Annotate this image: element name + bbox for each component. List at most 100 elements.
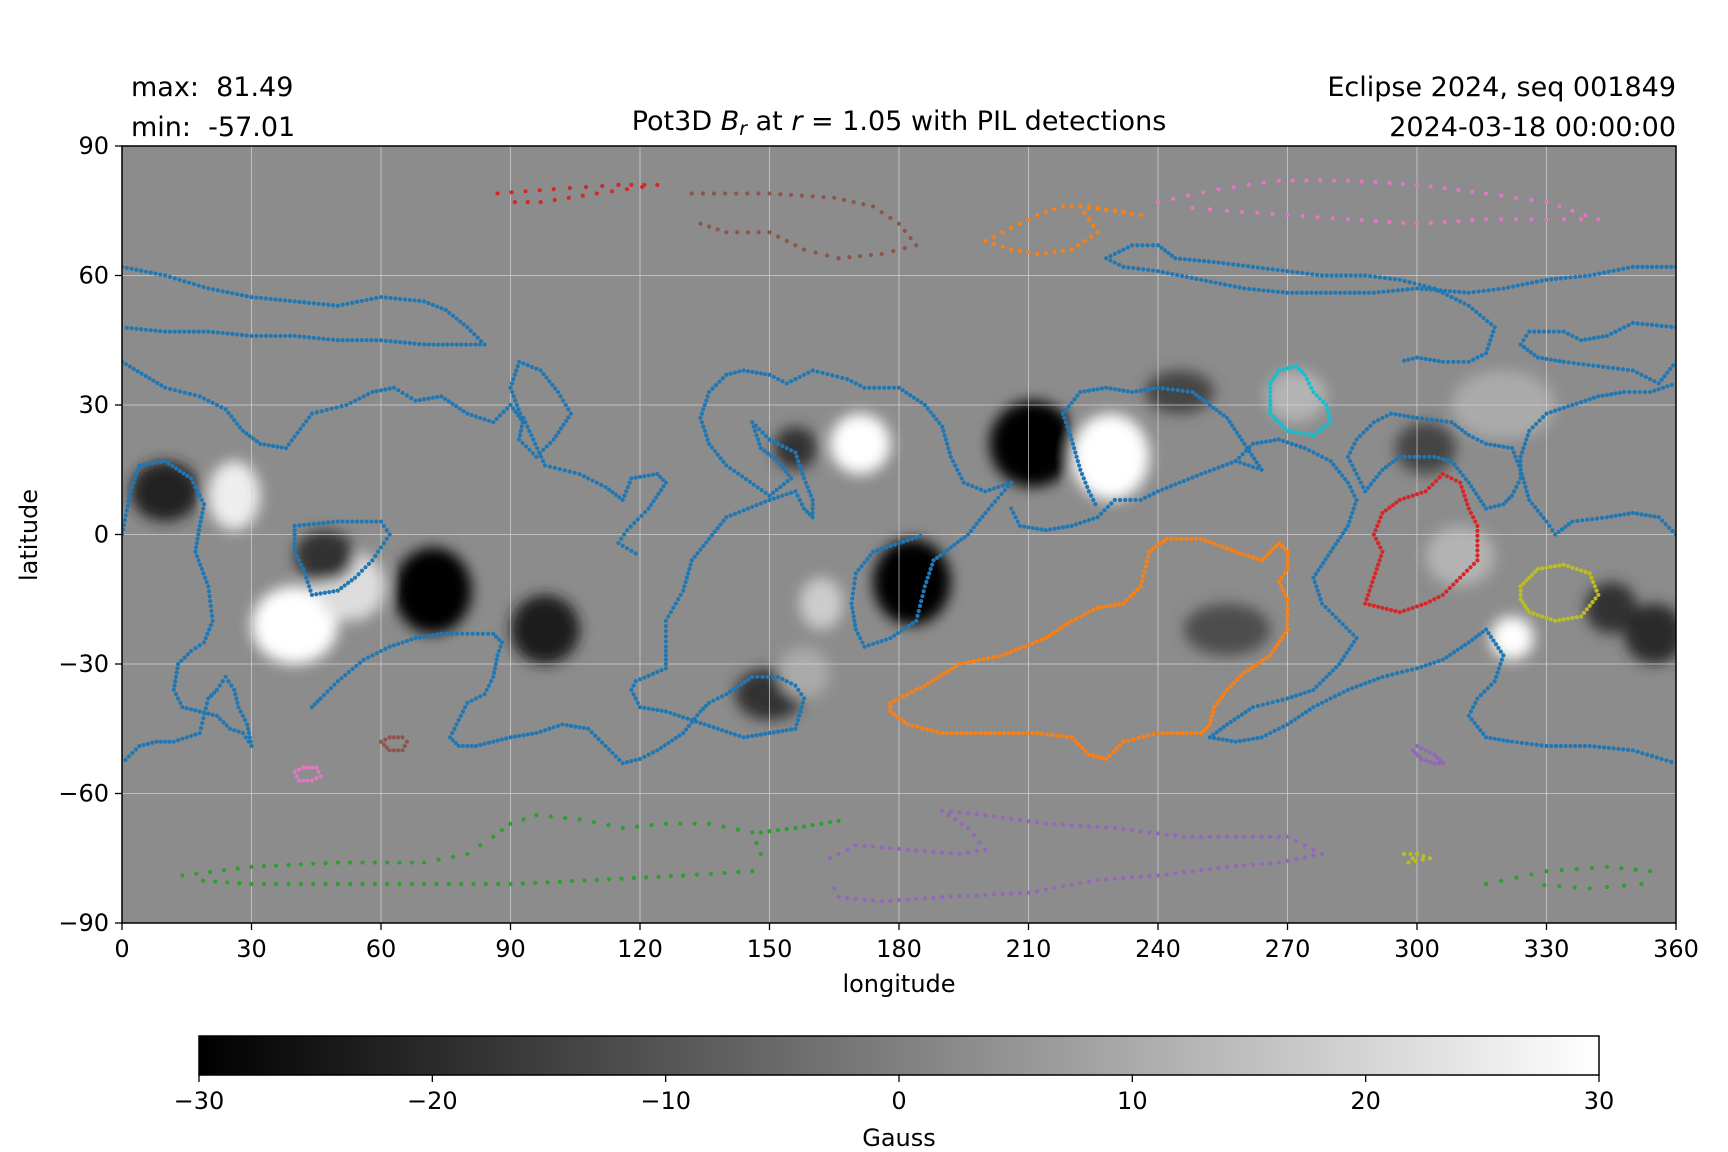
pil-point [1268,402,1273,408]
pil-point [946,812,951,818]
pil-point [134,326,139,331]
pil-point [1265,701,1270,706]
pil-point [258,333,264,339]
pil-point [274,863,279,868]
pil-point [987,487,992,492]
pil-point [398,340,403,345]
pil-point [1447,289,1453,294]
pil-point [1180,388,1185,393]
pil-point [1271,414,1276,419]
pil-point [261,864,266,869]
pil-point [151,378,156,383]
pil-point [1295,270,1300,275]
pil-point [1577,274,1583,279]
field-blob-5 [393,547,472,634]
pil-point [1212,736,1217,741]
field-blob-2 [251,586,338,665]
pil-point [1422,454,1427,459]
pil-point [426,301,431,306]
pil-point [1410,605,1415,610]
pil-point [970,484,975,489]
pil-point [974,521,979,526]
pil-point [475,335,480,340]
pil-point [465,743,470,749]
pil-point [515,364,520,369]
pil-point [553,386,558,391]
pil-point [248,739,253,744]
pil-point [1544,519,1549,524]
pil-point [610,750,615,756]
pil-point [856,567,861,572]
pil-point [1285,269,1290,274]
pil-point [1082,612,1087,617]
pil-point [965,532,971,537]
pil-point [1491,638,1496,643]
pil-contour-6 [1207,437,1674,764]
pil-point [891,248,896,254]
pil-point [1328,420,1333,425]
pil-point [617,495,622,500]
pil-point [215,288,221,293]
pil-point [722,870,727,876]
pil-point [799,705,804,710]
field-blob-18 [1490,616,1534,660]
pil-point [677,733,682,738]
pil-point [208,599,213,604]
pil-point [624,187,630,192]
pil-point [1514,484,1519,490]
pil-point [1410,415,1415,420]
pil-point [376,549,381,554]
pil-point [916,608,921,614]
pil-point [286,862,291,868]
pil-point [1501,653,1506,658]
pil-point [555,389,561,395]
pil-point [486,683,492,688]
pil-point [1574,615,1579,620]
pil-point [1389,411,1394,416]
pil-point [1285,366,1290,371]
pil-point [516,407,521,412]
pil-point [686,571,691,576]
pil-point [1428,220,1433,225]
pil-point [1440,290,1445,295]
pil-point [1253,663,1258,668]
pil-contour-20 [1401,851,1433,865]
pil-point [163,273,168,278]
pil-point [1581,610,1587,616]
pil-point [633,679,638,684]
pil-point [845,895,850,901]
pil-point [1302,431,1307,436]
pil-point [387,386,392,391]
pil-point [1177,256,1183,261]
pil-point [1309,385,1314,390]
pil-point [235,700,240,705]
pil-point [619,876,624,881]
pil-point [659,668,664,673]
pil-point [431,342,436,347]
pil-point [895,631,900,636]
pil-point [1496,645,1501,651]
pil-point [206,696,211,701]
pil-point [1224,834,1230,839]
pil-point [353,398,358,403]
pil-point [304,419,309,424]
pil-point [1351,632,1356,637]
pil-point [499,640,504,645]
pil-point [1009,891,1014,896]
pil-point [1442,186,1447,191]
pil-point [862,385,867,390]
pil-point [628,524,633,529]
pil-point [235,866,240,871]
pil-point [1285,627,1290,632]
pil-point [1133,497,1138,503]
pil-point [925,575,930,580]
pil-point [745,506,751,511]
pil-point [666,614,671,619]
pil-point [1518,459,1523,464]
pil-point [1408,851,1413,857]
pil-point [1395,288,1400,293]
pil-point [393,296,398,301]
pil-point [378,545,384,550]
pil-point [780,728,785,734]
pil-point [1173,482,1178,487]
